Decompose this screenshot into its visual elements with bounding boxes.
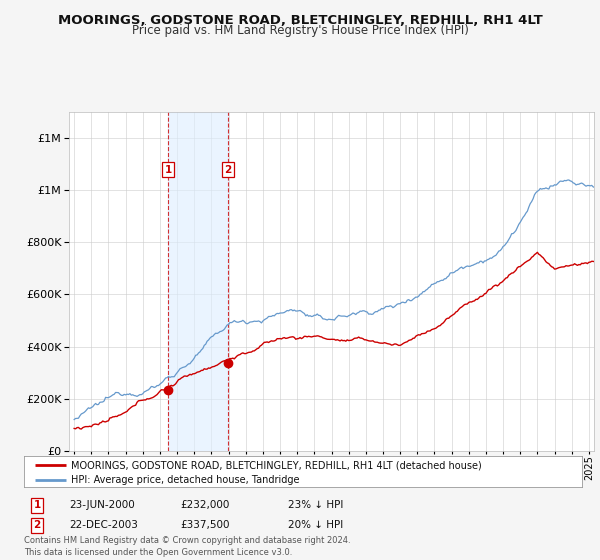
Text: Price paid vs. HM Land Registry's House Price Index (HPI): Price paid vs. HM Land Registry's House …: [131, 24, 469, 37]
Text: MOORINGS, GODSTONE ROAD, BLETCHINGLEY, REDHILL, RH1 4LT: MOORINGS, GODSTONE ROAD, BLETCHINGLEY, R…: [58, 14, 542, 27]
Text: 22-DEC-2003: 22-DEC-2003: [69, 520, 138, 530]
Text: 2: 2: [224, 165, 232, 175]
Text: 1: 1: [34, 500, 41, 510]
Text: 1: 1: [164, 165, 172, 175]
Text: Contains HM Land Registry data © Crown copyright and database right 2024.
This d: Contains HM Land Registry data © Crown c…: [24, 536, 350, 557]
Text: £232,000: £232,000: [180, 500, 229, 510]
Text: £337,500: £337,500: [180, 520, 229, 530]
Bar: [168, 112, 228, 451]
Text: 20% ↓ HPI: 20% ↓ HPI: [288, 520, 343, 530]
Text: MOORINGS, GODSTONE ROAD, BLETCHINGLEY, REDHILL, RH1 4LT (detached house): MOORINGS, GODSTONE ROAD, BLETCHINGLEY, R…: [71, 460, 482, 470]
Text: 2: 2: [34, 520, 41, 530]
Text: 23-JUN-2000: 23-JUN-2000: [69, 500, 135, 510]
Text: 23% ↓ HPI: 23% ↓ HPI: [288, 500, 343, 510]
Text: HPI: Average price, detached house, Tandridge: HPI: Average price, detached house, Tand…: [71, 475, 300, 486]
